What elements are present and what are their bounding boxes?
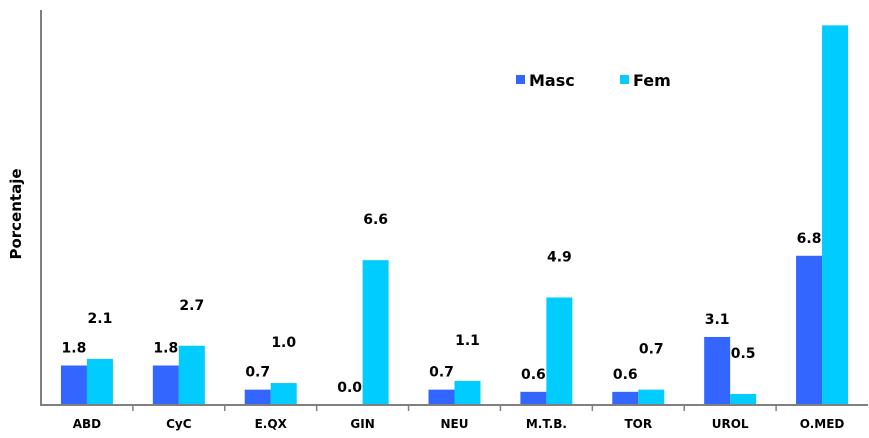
value-label-masc-tor: 0.6 <box>613 367 638 383</box>
bar-masc-abd <box>60 365 87 405</box>
value-label-fem-neu: 1.1 <box>455 333 480 349</box>
value-label-fem-tor: 0.7 <box>639 342 664 358</box>
bar-fem-urol <box>730 394 757 405</box>
x-tick-label-abd: ABD <box>73 417 101 431</box>
bar-fem-cyc <box>178 345 205 405</box>
x-tick-label-e-qx: E.QX <box>255 417 288 431</box>
value-label-masc-m-t-b: 0.6 <box>521 367 546 383</box>
x-tick-label-tor: TOR <box>624 417 652 431</box>
bar-masc-o-med <box>796 255 823 405</box>
value-label-fem-gin: 6.6 <box>363 212 388 228</box>
bar-masc-urol <box>704 336 731 405</box>
axes-group <box>40 10 868 406</box>
value-label-masc-abd: 1.8 <box>62 341 87 357</box>
legend: Masc Fem <box>516 71 671 90</box>
x-tick-label-gin: GIN <box>350 417 374 431</box>
value-label-masc-urol: 3.1 <box>705 312 730 328</box>
x-ticks-group: ABD CyC E.QX GIN NEU M.T.B. TOR UROL O.MED <box>73 405 845 431</box>
x-tick-label-cyc: CyC <box>166 417 192 431</box>
bar-masc-m-t-b <box>520 391 547 405</box>
bar-fem-abd <box>86 358 113 405</box>
bar-fem-neu <box>454 380 481 405</box>
value-label-fem-cyc: 2.7 <box>179 298 204 314</box>
y-axis-label: Porcentaje <box>7 168 25 259</box>
value-label-fem-e-qx: 1.0 <box>271 335 296 351</box>
legend-label-masc: Masc <box>529 71 575 90</box>
x-tick-label-m-t-b: M.T.B. <box>526 417 567 431</box>
bar-fem-tor <box>638 389 665 405</box>
x-tick-label-urol: UROL <box>712 417 749 431</box>
bar-fem-e-qx <box>270 383 297 405</box>
value-labels-group: 1.82.11.82.70.71.00.06.60.71.10.64.90.60… <box>62 212 822 396</box>
x-tick-label-o-med: O.MED <box>800 417 845 431</box>
bar-masc-neu <box>428 389 455 405</box>
x-tick-label-neu: NEU <box>441 417 469 431</box>
bar-masc-cyc <box>152 365 179 405</box>
value-label-masc-gin: 0.0 <box>337 380 362 396</box>
bar-masc-e-qx <box>244 389 271 405</box>
value-label-masc-e-qx: 0.7 <box>245 365 270 381</box>
value-label-masc-cyc: 1.8 <box>153 341 178 357</box>
bar-fem-m-t-b <box>546 297 573 405</box>
value-label-masc-neu: 0.7 <box>429 365 454 381</box>
value-label-fem-urol: 0.5 <box>731 346 756 362</box>
legend-label-fem: Fem <box>633 71 671 90</box>
bar-fem-gin <box>362 260 389 405</box>
bars-group <box>60 25 849 405</box>
bar-masc-tor <box>612 391 639 405</box>
legend-swatch-fem <box>620 75 629 84</box>
bar-fem-o-med <box>822 25 849 405</box>
value-label-masc-o-med: 6.8 <box>797 231 822 247</box>
value-label-fem-abd: 2.1 <box>88 311 113 327</box>
legend-swatch-masc <box>516 75 525 84</box>
value-label-fem-m-t-b: 4.9 <box>547 249 572 265</box>
